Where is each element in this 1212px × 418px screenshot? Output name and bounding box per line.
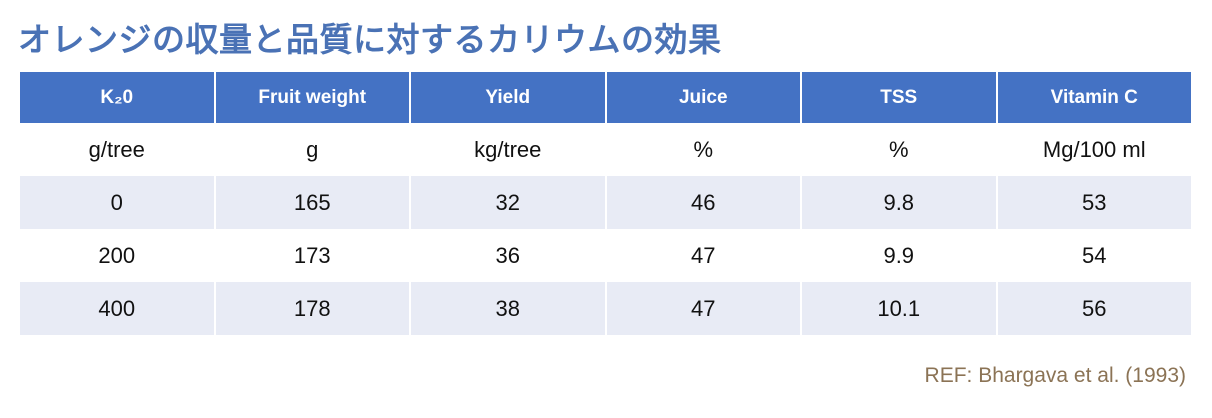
data-cell: 0 [18,176,216,229]
data-cell: 178 [213,282,411,335]
data-cell: 47 [604,229,802,282]
data-cell: 47 [604,282,802,335]
unit-cell: % [800,123,998,176]
header-row: K₂0 Fruit weight Yield Juice TSS Vitamin C [18,72,1193,123]
title: オレンジの収量と品質に対するカリウムの効果 [18,21,722,58]
column-header: TSS [800,72,998,123]
column-header: Fruit weight [213,72,411,123]
data-cell: 10.1 [800,282,998,335]
data-cell: 200 [18,229,216,282]
data-cell: 400 [18,282,216,335]
data-cell: 46 [604,176,802,229]
column-header: Vitamin C [995,72,1193,123]
reference: REF: Bhargava et al. (1993) [924,364,1186,387]
data-cell: 165 [213,176,411,229]
unit-cell: kg/tree [409,123,607,176]
data-cell: 9.9 [800,229,998,282]
data-cell: 9.8 [800,176,998,229]
data-row: 0 165 32 46 9.8 53 [18,176,1193,229]
data-cell: 173 [213,229,411,282]
table-head: K₂0 Fruit weight Yield Juice TSS Vitamin C [18,72,1193,123]
data-cell: 53 [995,176,1193,229]
data-cell: 38 [409,282,607,335]
data-cell: 32 [409,176,607,229]
table-body: g/tree g kg/tree%% Mg/100 ml 0 165 32 46 9.8 53 20… [18,123,1193,335]
data-row: 400 178 38 47 10.1 56 [18,282,1193,335]
column-header: Yield [409,72,607,123]
unit-cell: g/tree [18,123,216,176]
unit-cell: Mg/100 ml [995,123,1193,176]
data-row: 200 173 36 47 9.9 54 [18,229,1193,282]
data-table: K₂0 Fruit weight Yield Juice TSS Vitamin C g/… [18,72,1193,335]
data-cell: 56 [995,282,1193,335]
data-cell: 54 [995,229,1193,282]
column-header: K₂0 [18,72,216,123]
data-cell: 36 [409,229,607,282]
unit-cell: g [213,123,411,176]
units-row: g/tree g kg/tree%% Mg/100 ml [18,123,1193,176]
unit-cell: % [604,123,802,176]
column-header: Juice [604,72,802,123]
